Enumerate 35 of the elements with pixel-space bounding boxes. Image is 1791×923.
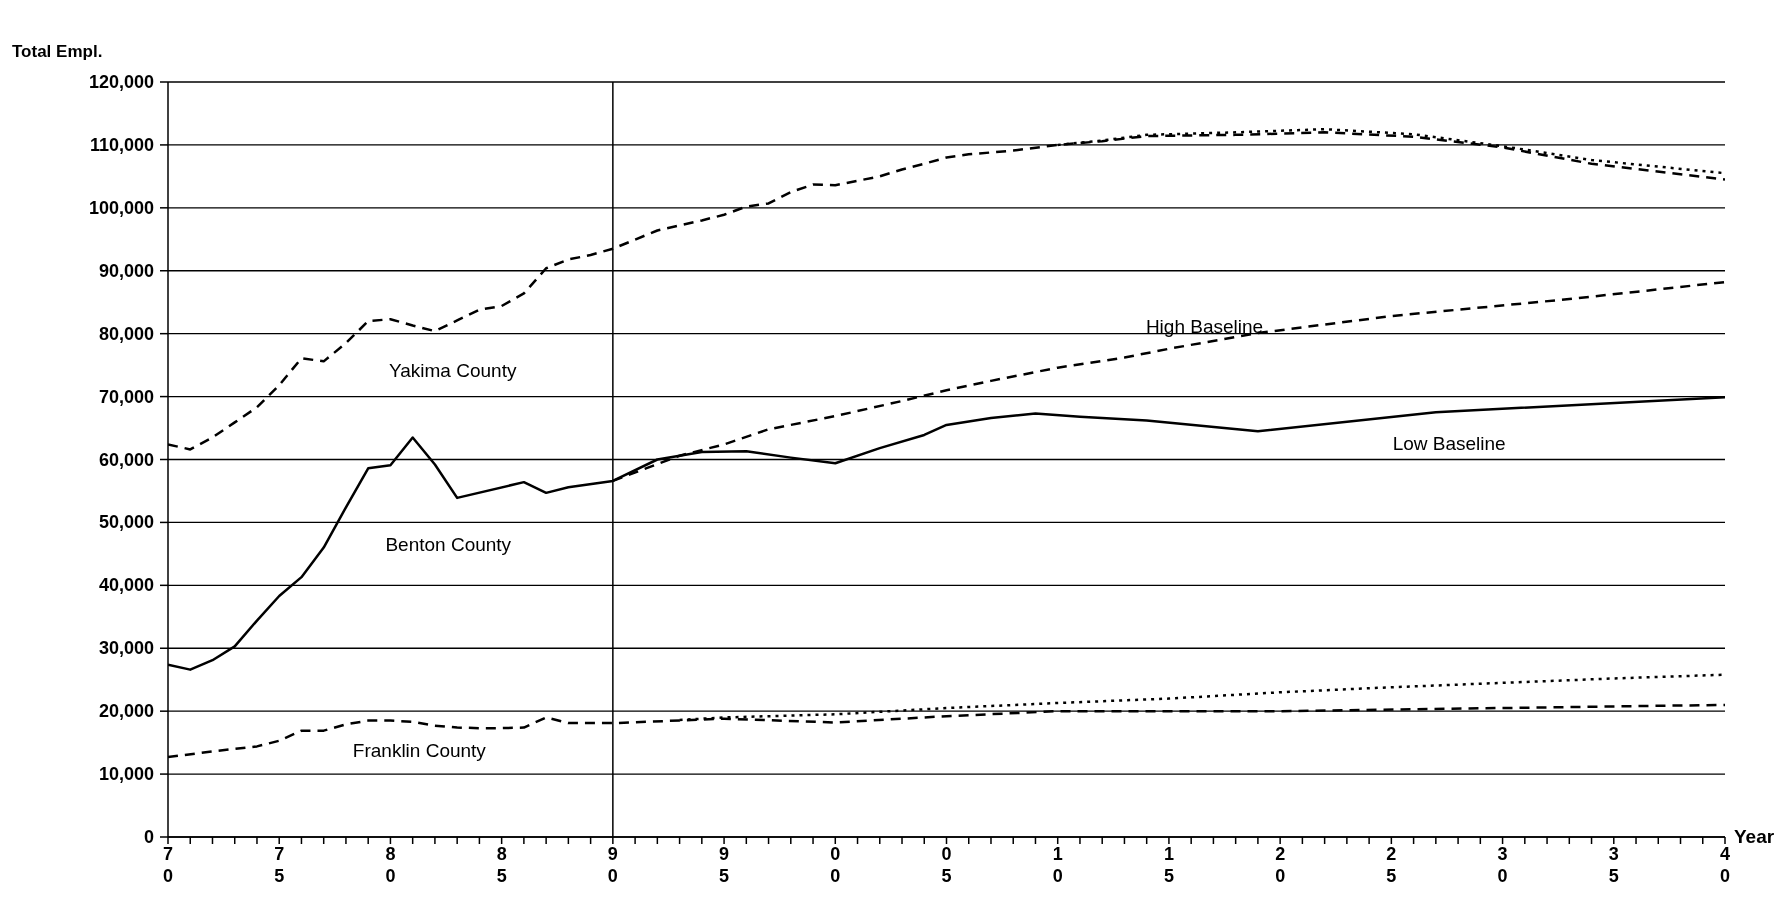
annotation: Low Baseline — [1392, 432, 1506, 454]
x-axis-title: Year — [1734, 826, 1775, 848]
annotation: Benton County — [385, 533, 512, 555]
y-tick-label: 120,000 — [88, 72, 154, 92]
y-tick-label: 10,000 — [98, 764, 154, 785]
y-tick-label: 50,000 — [98, 512, 154, 533]
y-tick-label: 110,000 — [89, 134, 154, 155]
y-tick-label: 70,000 — [98, 386, 154, 407]
y-axis-title: Total Empl. — [12, 42, 103, 62]
x-tick-label: 90 — [607, 844, 618, 886]
y-tick-label: 20,000 — [98, 701, 154, 722]
x-tick-label: 70 — [162, 844, 174, 886]
y-tick-label: 100,000 — [88, 197, 154, 218]
annotation: High Baseline — [1145, 315, 1264, 337]
y-tick-label: 30,000 — [98, 638, 154, 659]
x-tick-label: 25 — [1386, 844, 1397, 886]
x-tick-label: 95 — [719, 844, 730, 886]
x-tick-label: 00 — [830, 844, 841, 886]
y-tick-label: 90,000 — [98, 260, 154, 281]
x-tick-label: 05 — [941, 844, 952, 886]
y-tick-label: 0 — [143, 827, 154, 847]
x-tick-label: 35 — [1608, 844, 1619, 886]
x-tick-label: 20 — [1275, 844, 1286, 886]
x-tick-label: 85 — [496, 844, 507, 886]
x-tick-label: 80 — [385, 844, 396, 886]
annotation: Yakima County — [388, 359, 517, 381]
annotation: Franklin County — [352, 739, 487, 761]
x-tick-label: 15 — [1163, 844, 1174, 886]
x-tick-label: 30 — [1497, 844, 1508, 886]
y-tick-label: 60,000 — [98, 449, 154, 470]
y-tick-label: 80,000 — [98, 323, 154, 344]
x-tick-label: 10 — [1052, 844, 1063, 886]
x-tick-label: 75 — [274, 844, 285, 886]
y-tick-label: 40,000 — [98, 575, 154, 596]
x-tick-label: 40 — [1719, 844, 1731, 886]
